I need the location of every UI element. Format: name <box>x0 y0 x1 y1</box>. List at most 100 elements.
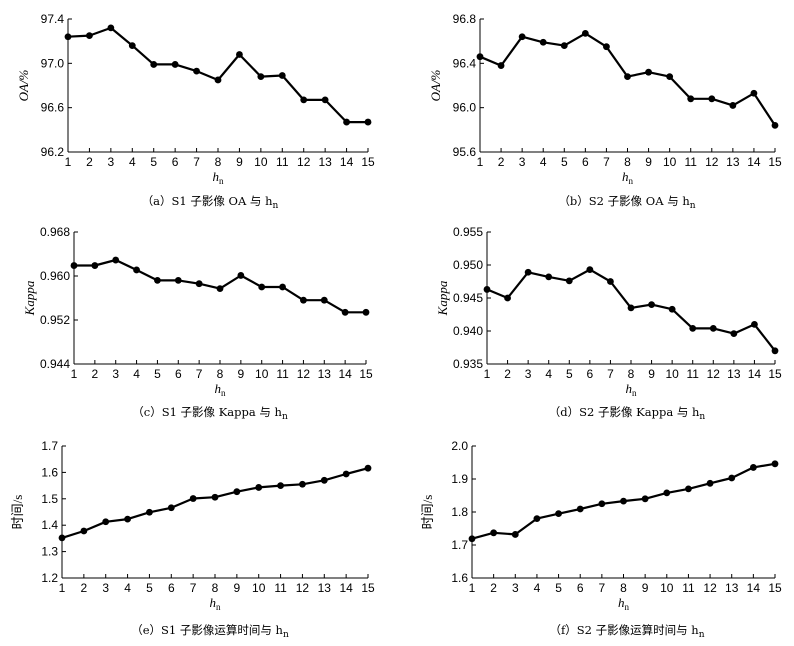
x-tick-label: 8 <box>628 367 635 381</box>
data-point <box>555 510 562 518</box>
data-point <box>343 118 350 126</box>
x-tick-label: 3 <box>512 581 519 595</box>
x-tick-label: 6 <box>577 581 584 595</box>
data-point <box>750 89 758 97</box>
data-point <box>641 495 649 503</box>
data-point <box>706 479 714 487</box>
data-point <box>565 277 573 285</box>
y-tick-label: 96.2 <box>41 145 65 159</box>
y-tick-label: 1.6 <box>451 571 468 585</box>
x-tick-label: 13 <box>318 581 332 595</box>
x-tick-label: 15 <box>359 367 373 381</box>
data-point <box>468 535 476 543</box>
data-point <box>124 515 131 523</box>
data-point <box>749 464 757 471</box>
x-tick-label: 8 <box>217 367 224 381</box>
data-point <box>237 272 245 279</box>
x-tick-label: 10 <box>663 155 677 169</box>
data-point <box>483 286 491 293</box>
data-point <box>255 484 263 491</box>
x-tick-label: 14 <box>747 581 761 595</box>
x-tick-label: 2 <box>490 581 497 595</box>
data-point <box>150 61 158 68</box>
x-tick-label: 9 <box>234 581 241 595</box>
x-tick-label: 7 <box>190 581 197 595</box>
x-tick-label: 4 <box>545 367 552 381</box>
x-tick-label: 14 <box>338 367 352 381</box>
data-point <box>624 73 631 81</box>
data-point <box>490 529 498 537</box>
figure-caption: （b）S2 子影像 OA 与 hn <box>558 194 695 211</box>
y-tick-label: 0.940 <box>453 324 483 338</box>
data-point <box>645 68 652 76</box>
x-tick-label: 10 <box>254 155 268 169</box>
data-point <box>364 118 372 126</box>
x-tick-label: 12 <box>296 581 310 595</box>
y-tick-label: 1.7 <box>41 439 58 453</box>
data-point <box>497 62 505 69</box>
y-tick-label: 96.6 <box>41 101 65 115</box>
data-point <box>128 42 136 49</box>
y-axis-label: OA/% <box>16 69 31 101</box>
x-tick-label: 6 <box>175 367 182 381</box>
data-point <box>576 505 584 513</box>
x-tick-label: 14 <box>340 155 354 169</box>
data-point <box>598 500 606 508</box>
y-tick-label: 0.960 <box>40 269 70 283</box>
data-point <box>362 308 370 316</box>
data-point <box>708 95 716 103</box>
y-tick-label: 95.6 <box>453 145 477 159</box>
x-tick-label: 3 <box>525 367 532 381</box>
data-point <box>91 262 99 269</box>
series-line <box>67 26 368 124</box>
x-tick-label: 6 <box>168 581 175 595</box>
data-point <box>174 277 182 284</box>
x-tick-label: 11 <box>274 581 287 595</box>
figure-caption: （c）S1 子影像 Kappa 与 hn <box>132 405 288 422</box>
data-point <box>666 73 674 81</box>
data-point <box>257 73 265 81</box>
x-tick-label: 11 <box>276 367 289 381</box>
x-tick-label: 7 <box>603 155 610 169</box>
x-tick-label: 6 <box>582 155 589 169</box>
y-axis-label: 时间/s <box>10 495 25 530</box>
data-point <box>771 460 779 468</box>
data-point <box>607 278 614 285</box>
x-tick-label: 3 <box>519 155 526 169</box>
x-tick-label: 8 <box>212 581 219 595</box>
x-tick-label: 15 <box>768 367 782 381</box>
x-tick-label: 13 <box>726 155 740 169</box>
data-point <box>299 480 306 488</box>
x-tick-label: 8 <box>620 581 627 595</box>
chart-b: 95.696.096.496.81 2 3 4 5 6 7 8 9 10 11 12 13 14 15hnO… <box>428 12 782 211</box>
x-tick-label: 5 <box>566 367 573 381</box>
data-point <box>195 280 203 288</box>
y-tick-label: 0.955 <box>453 225 483 239</box>
figure-caption: （a）S1 子影像 OA 与 hn <box>142 194 279 211</box>
data-point <box>364 464 372 472</box>
data-point <box>476 53 484 61</box>
y-axis-label: Kappa <box>22 280 37 316</box>
data-point <box>300 96 308 104</box>
data-point <box>603 43 610 51</box>
x-tick-label: 2 <box>86 155 93 169</box>
y-tick-label: 1.3 <box>41 545 58 559</box>
data-point <box>133 266 140 274</box>
data-point <box>236 51 243 58</box>
x-tick-label: 5 <box>561 155 568 169</box>
x-tick-label: 1 <box>469 581 476 595</box>
x-tick-label: 10 <box>252 581 266 595</box>
data-point <box>86 32 93 40</box>
x-tick-label: 4 <box>534 581 541 595</box>
data-point <box>627 304 635 312</box>
data-point <box>663 489 671 497</box>
data-point <box>586 266 594 274</box>
y-tick-label: 0.945 <box>453 291 483 305</box>
x-tick-label: 4 <box>124 581 131 595</box>
x-tick-label: 11 <box>686 367 699 381</box>
x-tick-label: 6 <box>587 367 594 381</box>
x-tick-label: 11 <box>684 155 697 169</box>
y-tick-label: 0.968 <box>40 225 70 239</box>
x-tick-label: 1 <box>59 581 66 595</box>
